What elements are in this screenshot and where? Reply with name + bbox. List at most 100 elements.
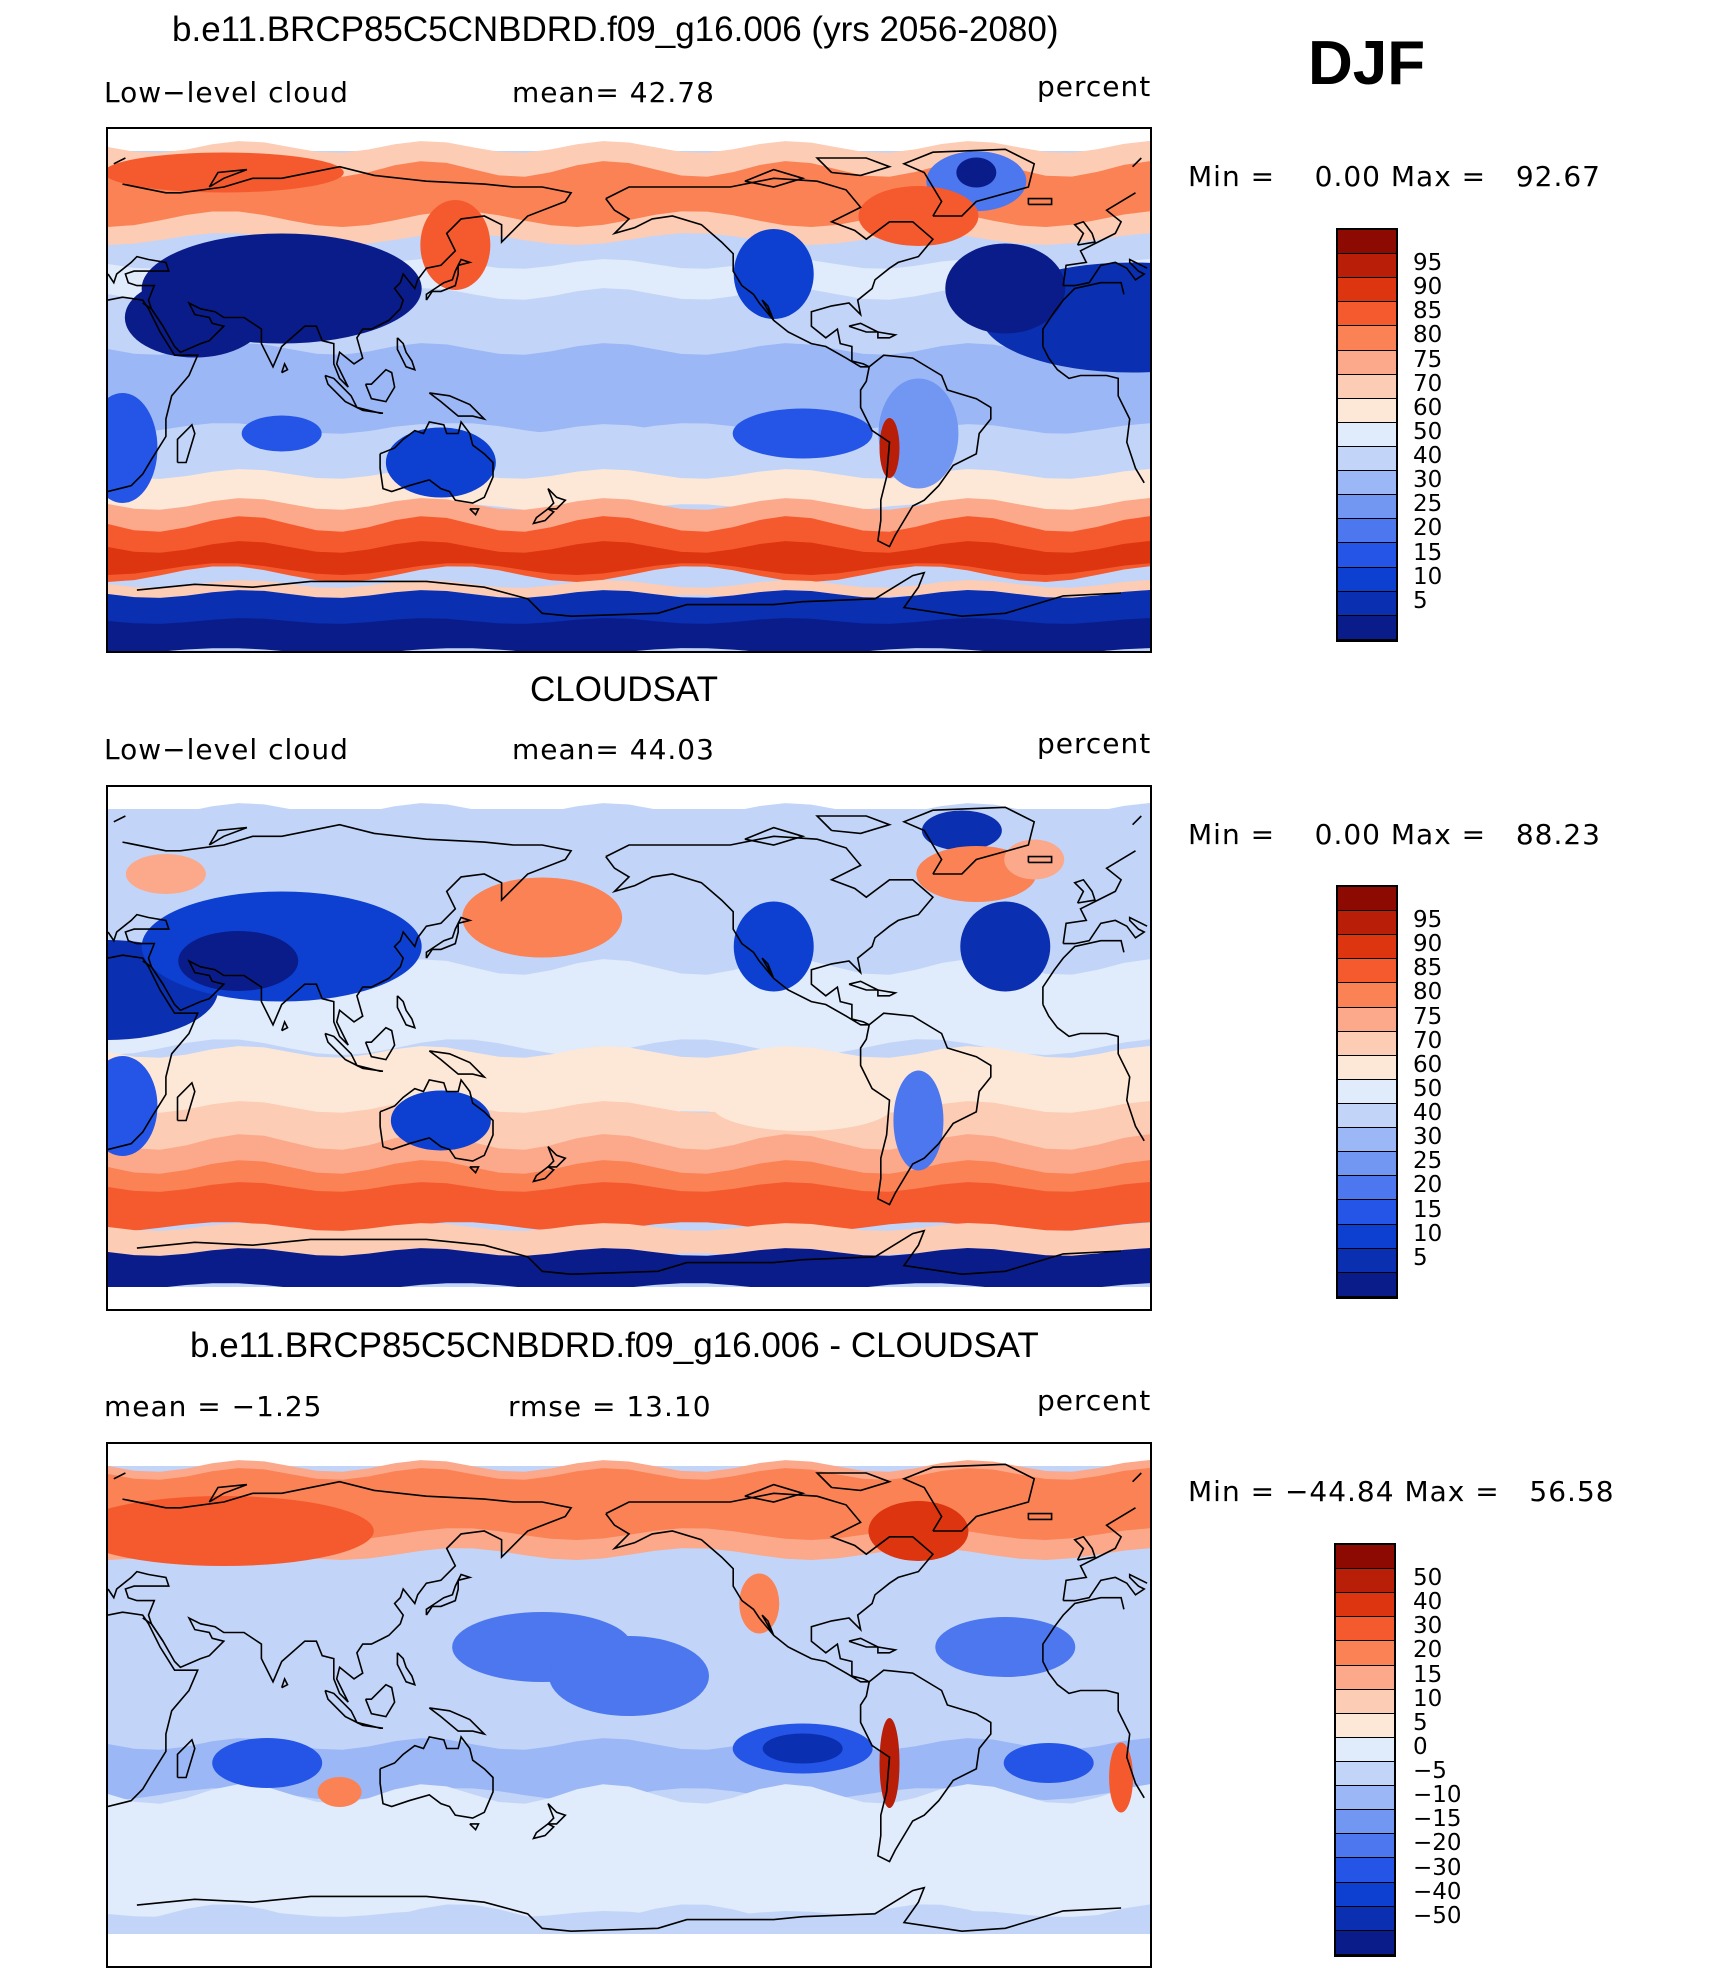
colorbar-tick-label: 85	[1413, 955, 1443, 982]
coastline	[379, 1078, 494, 1162]
panel-2-colorbar	[1336, 885, 1398, 1299]
panel-3-mean-label: mean = −1.25	[104, 1390, 323, 1423]
coastline	[428, 1050, 487, 1079]
colorbar-tick-label: 50	[1413, 1565, 1443, 1592]
colorbar-swatch	[1336, 1761, 1394, 1787]
colorbar-swatch	[1338, 911, 1396, 936]
colorbar-swatch	[1336, 1641, 1394, 1666]
coastline	[815, 157, 892, 177]
coastline	[136, 1229, 1122, 1276]
coastline	[877, 1646, 898, 1654]
coastline	[877, 989, 898, 997]
colorbar-tick-label: 15	[1413, 539, 1443, 566]
panel-3-map-svg	[108, 1444, 1150, 1966]
colorbar-swatch	[1336, 1737, 1394, 1762]
colorbar-swatch	[1336, 1617, 1394, 1642]
colorbar-swatch	[1338, 302, 1396, 327]
colorbar-swatch	[1338, 1272, 1396, 1297]
coastline	[108, 1596, 1145, 1808]
coastline	[280, 1019, 289, 1032]
coastline	[605, 1492, 935, 1683]
coastline	[546, 1146, 567, 1168]
coastline	[364, 1026, 396, 1061]
panel-2-variable-label: Low−level cloud	[104, 733, 349, 766]
coastline	[901, 1463, 1036, 1532]
colorbar-swatch	[1336, 1665, 1394, 1690]
colorbar-swatch	[1338, 1055, 1396, 1080]
colorbar-tick-label: −20	[1413, 1830, 1462, 1857]
colorbar-swatch	[1336, 1545, 1394, 1570]
colorbar-swatch	[1338, 543, 1396, 568]
colorbar-swatch	[1338, 398, 1396, 423]
coastline	[364, 1683, 396, 1718]
colorbar-tick-label: 90	[1413, 931, 1443, 958]
colorbar-swatch	[1338, 1176, 1396, 1201]
season-label: DJF	[1308, 29, 1426, 98]
colorbar-swatch	[1338, 374, 1396, 399]
panel-2-mean-label: mean= 44.03	[512, 733, 715, 766]
colorbar-tick-label: 20	[1413, 515, 1443, 542]
colorbar-tick-label: 75	[1413, 1003, 1443, 1030]
coastline	[208, 826, 248, 846]
colorbar-swatch	[1338, 350, 1396, 375]
coastline	[176, 1738, 196, 1779]
colorbar-tick-label: 75	[1413, 346, 1443, 373]
coastline	[428, 392, 487, 421]
colorbar-tick-label: 25	[1413, 491, 1443, 518]
colorbar-swatch	[1338, 935, 1396, 960]
colorbar-swatch	[1338, 959, 1396, 984]
colorbar-tick-label: 30	[1413, 1613, 1443, 1640]
colorbar-tick-label: 70	[1413, 1027, 1443, 1054]
coastline	[108, 939, 1145, 1151]
colorbar-swatch	[1338, 1152, 1396, 1177]
colorbar-tick-label: −10	[1413, 1782, 1462, 1809]
colorbar-tick-label: 30	[1413, 1124, 1443, 1151]
coastline	[1027, 1512, 1053, 1521]
colorbar-tick-label: 95	[1413, 250, 1443, 277]
coastline	[815, 1472, 892, 1492]
colorbar-swatch	[1336, 1689, 1394, 1714]
panel-3-min-max: Min = −44.84 Max = 56.58	[1188, 1475, 1615, 1508]
panel-3-units-label: percent	[1037, 1384, 1152, 1417]
colorbar-swatch	[1338, 519, 1396, 544]
coastline	[815, 815, 892, 835]
panel-3-rmse-label: rmse = 13.10	[508, 1390, 712, 1423]
coastline	[605, 835, 935, 1026]
coastline	[108, 165, 1148, 388]
coastline	[1027, 855, 1053, 864]
coastline	[113, 157, 1142, 168]
coastline	[108, 281, 1145, 493]
colorbar-swatch	[1338, 1128, 1396, 1153]
colorbar-tick-label: 5	[1413, 587, 1428, 614]
coastline	[379, 420, 494, 504]
coastline	[744, 1483, 806, 1503]
colorbar-swatch	[1338, 591, 1396, 616]
colorbar-tick-label: 95	[1413, 907, 1443, 934]
colorbar-tick-label: 20	[1413, 1172, 1443, 1199]
coastline	[136, 1886, 1122, 1933]
coastline	[532, 1823, 556, 1840]
coastline	[1073, 220, 1097, 246]
colorbar-swatch	[1336, 1593, 1394, 1618]
colorbar-tick-label: 50	[1413, 418, 1443, 445]
colorbar-swatch	[1338, 983, 1396, 1008]
coastline	[396, 337, 417, 371]
colorbar-swatch	[1338, 1079, 1396, 1104]
panel-1-units-label: percent	[1037, 70, 1152, 103]
panel-1-map	[106, 127, 1152, 653]
colorbar-swatch	[1338, 1103, 1396, 1129]
colorbar-tick-label: 90	[1413, 274, 1443, 301]
colorbar-tick-label: 60	[1413, 1051, 1443, 1078]
coastline	[901, 806, 1036, 875]
colorbar-tick-label: −15	[1413, 1806, 1462, 1833]
colorbar-swatch	[1338, 422, 1396, 447]
colorbar-tick-label: 25	[1413, 1148, 1443, 1175]
panel-2-units-label: percent	[1037, 727, 1152, 760]
colorbar-tick-label: 30	[1413, 467, 1443, 494]
colorbar-tick-label: 60	[1413, 394, 1443, 421]
coastline	[208, 168, 248, 188]
colorbar-tick-label: 85	[1413, 298, 1443, 325]
colorbar-swatch	[1338, 1224, 1396, 1249]
panel-2-title: CLOUDSAT	[530, 670, 718, 709]
coastline	[744, 168, 806, 188]
